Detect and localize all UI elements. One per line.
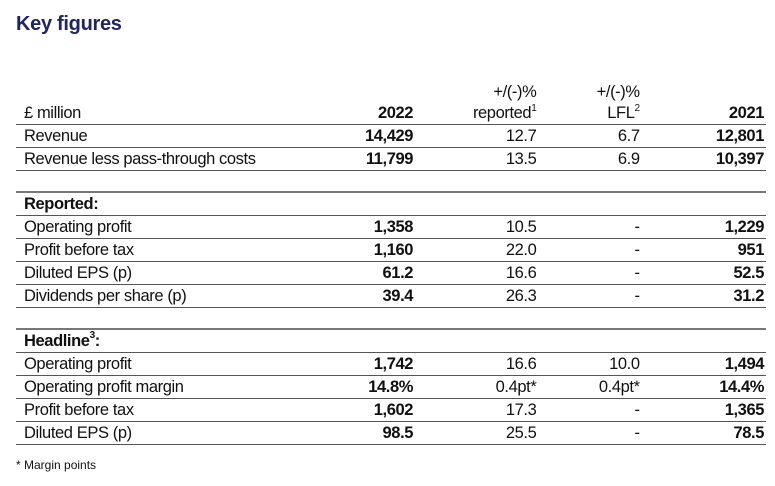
cell-y2021: 1,229: [641, 215, 766, 239]
cell-label: Operating profit: [16, 352, 317, 376]
table-row: Profit before tax 1,160 22.0-951: [16, 238, 766, 262]
header-reported: +/(-)% reported1: [415, 80, 539, 125]
cell-lfl: 0.4pt*: [538, 375, 642, 399]
cell-reported: 16.6: [415, 261, 539, 285]
table-header: £ million 2022 +/(-)% reported1 +/(-)% LFL…: [16, 80, 766, 125]
cell-y2022: 1,358: [316, 215, 416, 239]
cell-lfl: -: [538, 284, 642, 308]
header-2022: 2022: [316, 80, 416, 125]
cell-label: Revenue less pass-through costs: [16, 147, 317, 171]
table-row: Operating profit margin 14.8% 0.4pt* 0.4pt*…: [16, 375, 766, 399]
footnote: * Margin points: [16, 458, 97, 472]
cell-lfl: -: [538, 238, 642, 262]
table-row: Revenue less pass-through costs 11,799 13.…: [16, 147, 766, 171]
cell-y2022: 11,799: [316, 147, 416, 171]
header-label: £ million: [16, 80, 317, 125]
cell-lfl: -: [538, 398, 642, 422]
cell-y2021: 951: [641, 238, 766, 262]
table-row: Revenue 14,429 12.7 6.7 12,801: [16, 124, 766, 148]
cell-y2022: 98.5: [316, 421, 416, 445]
section-headline-heading: Headline3:: [16, 328, 766, 353]
page-title: Key figures: [16, 13, 122, 35]
table-row: Operating profit 1,742 16.6 10.0 1,494: [16, 352, 766, 376]
cell-label: Operating profit: [16, 215, 317, 239]
cell-label: Diluted EPS (p): [16, 421, 317, 445]
cell-reported: 17.3: [415, 398, 539, 422]
table-row: Diluted EPS (p) 98.5 25.5-78.5: [16, 421, 766, 445]
cell-y2021: 14.4%: [641, 375, 766, 399]
section-reported-heading: Reported:: [16, 191, 766, 216]
cell-y2022: 14,429: [316, 124, 416, 148]
cell-y2021: 31.2: [641, 284, 766, 308]
cell-reported: 12.7: [415, 124, 539, 148]
cell-lfl: 6.7: [538, 124, 642, 148]
cell-y2021: 1,365: [641, 398, 766, 422]
cell-reported: 10.5: [415, 215, 539, 239]
cell-y2021: 1,494: [641, 352, 766, 376]
cell-reported: 0.4pt*: [415, 375, 539, 399]
cell-label: Diluted EPS (p): [16, 261, 317, 285]
cell-y2021: 12,801: [641, 124, 766, 148]
key-figures-table: £ million 2022 +/(-)% reported1 +/(-)% LFL…: [16, 80, 766, 445]
cell-y2022: 14.8%: [316, 375, 416, 399]
cell-lfl: -: [538, 261, 642, 285]
cell-reported: 13.5: [415, 147, 539, 171]
header-2021: 2021: [641, 80, 766, 125]
table-row: Operating profit 1,358 10.5-1,229: [16, 215, 766, 239]
cell-y2022: 1,742: [316, 352, 416, 376]
cell-reported: 22.0: [415, 238, 539, 262]
cell-lfl: -: [538, 421, 642, 445]
cell-label: Revenue: [16, 124, 317, 148]
cell-label: Profit before tax: [16, 238, 317, 262]
table-row: Dividends per share (p) 39.4 26.3-31.2: [16, 284, 766, 308]
cell-y2021: 78.5: [641, 421, 766, 445]
header-lfl: +/(-)% LFL2: [538, 80, 642, 125]
table-row: Diluted EPS (p) 61.2 16.6-52.5: [16, 261, 766, 285]
cell-y2022: 61.2: [316, 261, 416, 285]
cell-y2022: 1,602: [316, 398, 416, 422]
cell-y2022: 1,160: [316, 238, 416, 262]
cell-reported: 25.5: [415, 421, 539, 445]
cell-lfl: 6.9: [538, 147, 642, 171]
cell-y2021: 52.5: [641, 261, 766, 285]
cell-reported: 26.3: [415, 284, 539, 308]
cell-y2021: 10,397: [641, 147, 766, 171]
cell-y2022: 39.4: [316, 284, 416, 308]
cell-reported: 16.6: [415, 352, 539, 376]
cell-label: Dividends per share (p): [16, 284, 317, 308]
cell-label: Profit before tax: [16, 398, 317, 422]
table-row: Profit before tax 1,602 17.3-1,365: [16, 398, 766, 422]
cell-label: Operating profit margin: [16, 375, 317, 399]
cell-lfl: 10.0: [538, 352, 642, 376]
cell-lfl: -: [538, 215, 642, 239]
